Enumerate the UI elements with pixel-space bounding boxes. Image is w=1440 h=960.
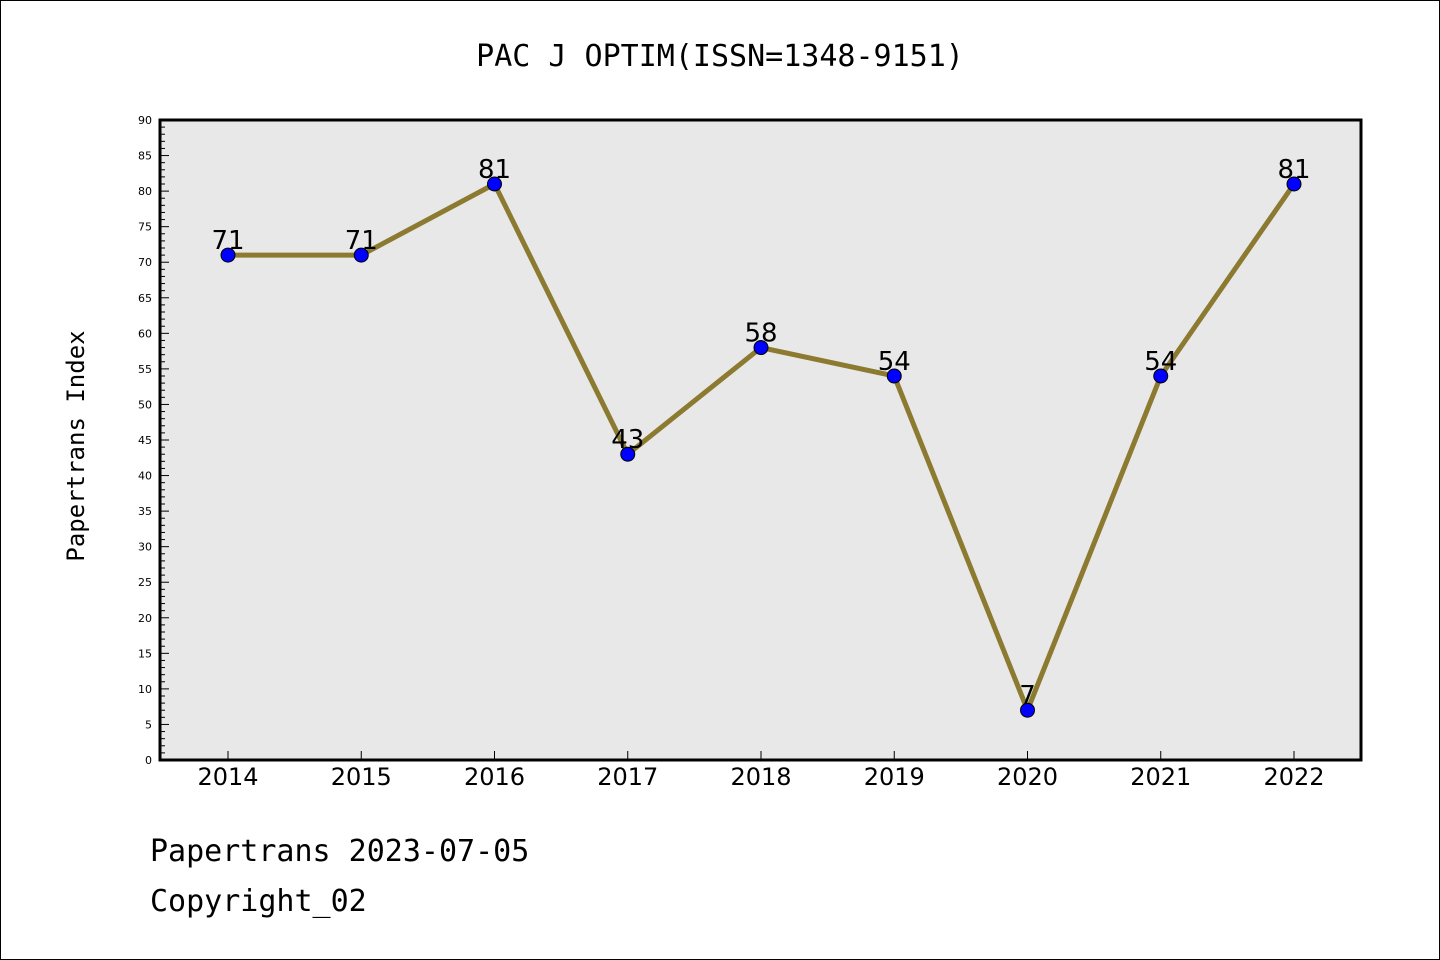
data-label: 81 [478,155,511,185]
x-tick-label: 2022 [1263,763,1324,791]
data-label: 81 [1277,155,1310,185]
y-tick-label: 60 [138,327,152,340]
data-labels-layer: 71 71 81 43 58 54 7 54 81 [211,155,1310,711]
footer-copyright: Copyright_02 [150,884,367,919]
y-tick-label: 40 [138,470,152,483]
y-tick-label: 20 [138,612,152,625]
data-label: 71 [345,226,378,256]
x-tick-label: 2017 [597,763,658,791]
x-tick-label: 2021 [1130,763,1191,791]
y-tick-label: 80 [138,185,152,198]
y-tick-label: 45 [138,434,152,447]
x-tick-label: 2015 [331,763,392,791]
data-point [886,368,902,384]
data-point [353,247,369,263]
y-tick-label: 10 [138,683,152,696]
plot-area [158,118,1363,762]
x-tick-label: 2016 [464,763,525,791]
y-tick-label: 0 [145,754,152,767]
y-tick-label: 50 [138,398,152,411]
data-point [1020,702,1035,718]
data-label: 58 [744,319,777,349]
x-tick-label: 2018 [730,763,791,791]
x-tick-label: 2019 [864,763,925,791]
y-tick-label: 25 [138,576,152,589]
y-tick-label: 55 [138,363,152,376]
data-label: 54 [1144,347,1177,377]
x-axis-ticks: 2014 2015 2016 2017 2018 2019 2020 2021 2022 [197,751,1325,791]
footer-date: Papertrans 2023-07-05 [150,834,530,869]
data-point [1286,176,1302,192]
y-tick-label: 5 [145,718,152,731]
y-tick-label: 70 [138,256,152,269]
data-point [753,340,769,356]
data-label: 71 [211,226,244,256]
y-tick-label: 30 [138,541,152,554]
x-tick-label: 2020 [997,763,1058,791]
chart-title: PAC J OPTIM(ISSN=1348-9151) [476,39,964,74]
x-tick-label: 2014 [197,763,258,791]
data-label: 43 [611,425,644,455]
data-point [220,247,236,263]
data-label: 54 [878,347,911,377]
y-tick-label: 65 [138,292,152,305]
data-point [1153,368,1169,384]
y-tick-label: 75 [138,221,152,234]
data-point [487,176,502,192]
y-axis-label: Papertrans Index [62,330,90,561]
series-line-layer [220,176,1302,718]
data-label: 7 [1019,681,1036,711]
y-tick-label: 85 [138,150,152,163]
y-tick-label: 15 [138,647,152,660]
y-axis-ticks: 0 5 10 15 20 25 30 35 40 45 50 55 60 65 70 75 80 85 90 [138,114,169,767]
y-tick-label: 90 [138,114,152,127]
data-point [620,446,636,462]
y-tick-label: 35 [138,505,152,518]
